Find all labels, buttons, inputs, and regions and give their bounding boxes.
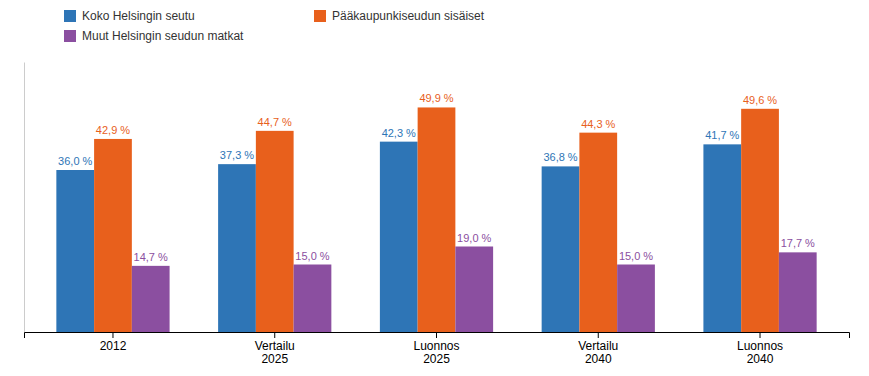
x-tick-label-line: Luonnos	[413, 339, 459, 353]
bar	[579, 133, 617, 332]
y-axis-line	[24, 63, 25, 333]
x-axis-line	[25, 333, 850, 339]
x-tick-label: Vertailu2025	[255, 339, 295, 367]
legend: Koko Helsingin seutu Pääkaupunkiseudun si…	[64, 9, 485, 43]
x-tick-mark	[112, 332, 113, 338]
legend-item: Muut Helsingin seudun matkat	[64, 29, 244, 43]
data-label: 44,7 %	[258, 116, 292, 128]
data-label: 36,8 %	[543, 151, 577, 163]
bar	[617, 265, 655, 333]
x-axis: 2012Vertailu2025Luonnos2025Vertailu2040L…	[25, 332, 850, 366]
bar	[56, 170, 94, 332]
x-tick-mark	[760, 332, 761, 338]
bar	[218, 164, 256, 332]
x-tick-label-line: 2025	[423, 352, 450, 366]
bar	[256, 131, 294, 332]
x-tick-label-line: 2012	[100, 339, 127, 353]
bar	[380, 142, 418, 332]
plot: 36,0 % 37,3 % 42,3 % 36,8 % 41,7 % 42,9 % 44,7…	[25, 63, 850, 367]
legend-label: Pääkaupunkiseudun sisäiset	[332, 9, 485, 23]
bar	[703, 144, 741, 332]
data-label: 19,0 %	[457, 232, 491, 244]
legend-swatch	[314, 10, 326, 22]
data-label: 44,3 %	[581, 118, 615, 130]
x-tick-label: 2012	[100, 339, 127, 353]
data-label: 42,9 %	[96, 124, 130, 136]
x-tick-label-line: 2025	[261, 352, 288, 366]
x-tick: Vertailu2040	[578, 332, 618, 366]
x-tick: Vertailu2025	[255, 332, 295, 366]
x-tick-mark	[598, 332, 599, 338]
data-label: 37,3 %	[220, 149, 254, 161]
y-axis	[24, 63, 25, 333]
legend-swatch	[64, 30, 76, 42]
x-tick-label: Luonnos2025	[413, 339, 459, 367]
bar	[779, 252, 817, 332]
bar	[132, 266, 170, 332]
x-tick-label-line: 2040	[747, 352, 774, 366]
data-labels: 36,0 % 37,3 % 42,3 % 36,8 % 41,7 % 42,9 % 44,7…	[58, 92, 815, 262]
x-tick-label-line: Vertailu	[578, 339, 618, 353]
data-label: 15,0 %	[295, 250, 329, 262]
x-tick-label-line: Luonnos	[737, 339, 783, 353]
legend-label: Muut Helsingin seudun matkat	[82, 29, 244, 43]
x-tick-label: Vertailu2040	[578, 339, 618, 367]
data-label: 36,0 %	[58, 155, 92, 167]
bar	[294, 265, 332, 333]
x-tick-label: Luonnos2040	[737, 339, 783, 367]
data-label: 41,7 %	[705, 129, 739, 141]
bar	[455, 247, 493, 333]
data-label: 42,3 %	[382, 127, 416, 139]
legend-item: Pääkaupunkiseudun sisäiset	[314, 9, 485, 23]
bar	[94, 139, 132, 332]
x-tick: Luonnos2040	[737, 332, 783, 366]
bars	[56, 107, 816, 332]
data-label: 49,6 %	[743, 94, 777, 106]
x-tick-mark	[274, 332, 275, 338]
x-tick-label-line: 2040	[585, 352, 612, 366]
x-tick-label-line: Vertailu	[255, 339, 295, 353]
chart: 36,0 % 37,3 % 42,3 % 36,8 % 41,7 % 42,9 % 44,7…	[0, 0, 869, 376]
data-label: 14,7 %	[134, 251, 168, 263]
x-tick: Luonnos2025	[413, 332, 459, 366]
bar	[741, 109, 779, 332]
legend-swatch	[64, 10, 76, 22]
legend-label: Koko Helsingin seutu	[82, 9, 195, 23]
bar	[418, 107, 456, 332]
data-label: 49,9 %	[419, 92, 453, 104]
x-tick: 2012	[100, 332, 127, 353]
legend-item: Koko Helsingin seutu	[64, 9, 195, 23]
data-label: 17,7 %	[781, 237, 815, 249]
bar	[542, 166, 580, 332]
x-tick-mark	[436, 332, 437, 338]
data-label: 15,0 %	[619, 250, 653, 262]
